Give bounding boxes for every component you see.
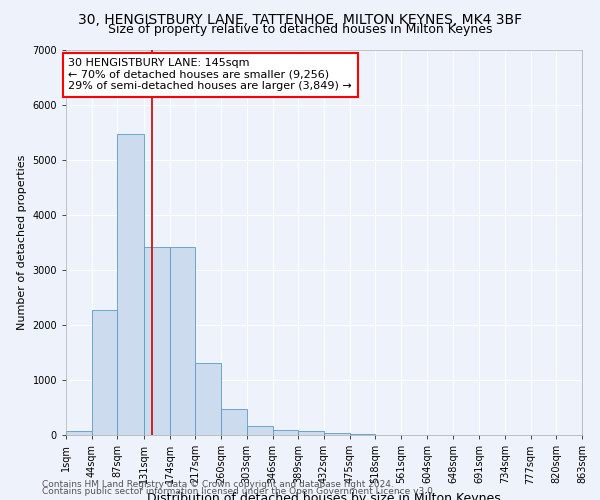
Bar [350,434,376,435]
Bar [66,430,92,435]
Text: 30 HENGISTBURY LANE: 145sqm
← 70% of detached houses are smaller (9,256)
29% of : 30 HENGISTBURY LANE: 145sqm ← 70% of det… [68,58,352,92]
Bar [272,430,298,435]
Bar [221,409,247,435]
Bar [195,363,221,435]
Text: Size of property relative to detached houses in Milton Keynes: Size of property relative to detached ho… [108,24,492,36]
Bar [144,247,170,435]
Bar [170,247,195,435]
X-axis label: Distribution of detached houses by size in Milton Keynes: Distribution of detached houses by size … [147,492,501,500]
Bar [298,432,324,435]
Text: 30, HENGISTBURY LANE, TATTENHOE, MILTON KEYNES, MK4 3BF: 30, HENGISTBURY LANE, TATTENHOE, MILTON … [78,12,522,26]
Bar [247,426,272,435]
Bar [92,310,118,435]
Y-axis label: Number of detached properties: Number of detached properties [17,155,27,330]
Bar [324,433,350,435]
Bar [118,134,144,435]
Text: Contains public sector information licensed under the Open Government Licence v3: Contains public sector information licen… [42,487,436,496]
Text: Contains HM Land Registry data © Crown copyright and database right 2024.: Contains HM Land Registry data © Crown c… [42,480,394,489]
